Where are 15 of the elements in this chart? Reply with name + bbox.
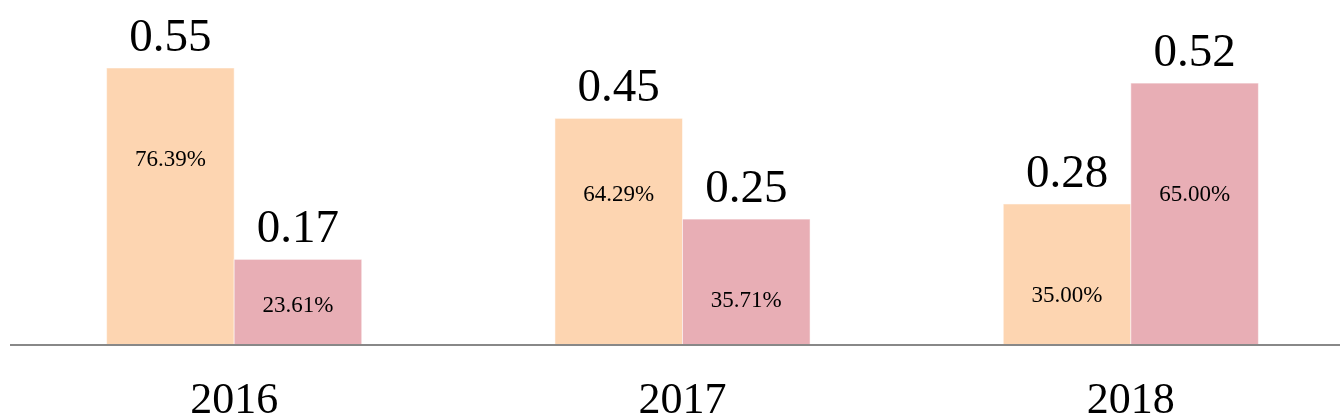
data-label: 0.45 [577, 59, 660, 112]
data-label: 0.28 [1025, 144, 1109, 197]
annotation: 64.29% [583, 181, 655, 207]
data-label: 0.52 [1153, 24, 1236, 77]
annotation: 76.39% [134, 146, 206, 172]
x-tick-label: 2018 [1086, 374, 1175, 419]
x-tick-label: 2016 [190, 374, 279, 419]
data-label: 0.17 [256, 200, 340, 253]
annotation: 65.00% [1159, 181, 1231, 207]
annotation: 23.61% [262, 292, 334, 318]
data-label: 0.55 [129, 9, 212, 61]
x-tick-label: 2017 [638, 374, 727, 419]
data-label: 0.25 [705, 160, 788, 213]
annotation: 35.71% [710, 287, 782, 313]
annotation: 35.00% [1031, 282, 1103, 308]
